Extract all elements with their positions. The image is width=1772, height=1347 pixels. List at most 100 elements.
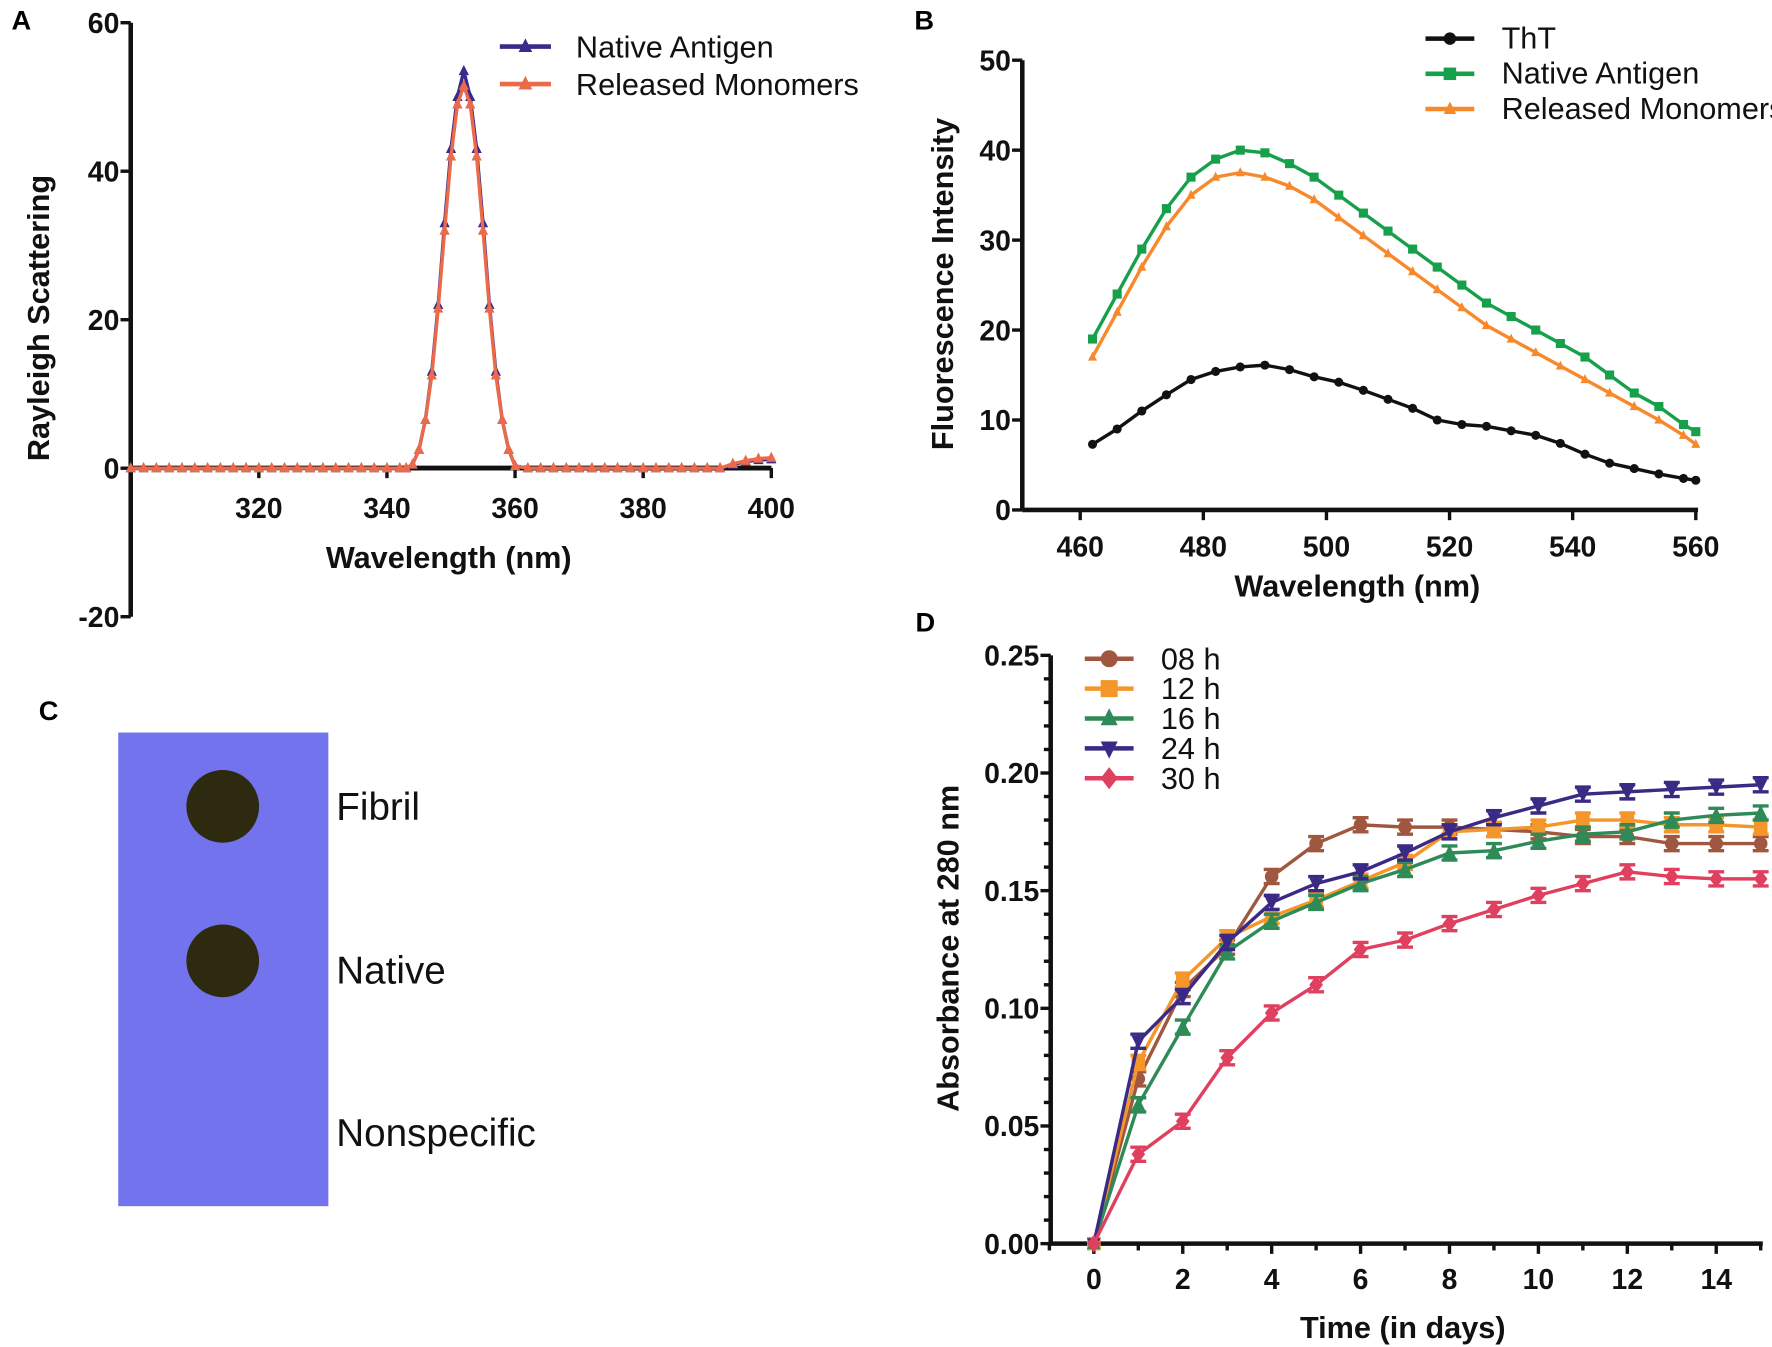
data-point <box>1175 1112 1190 1131</box>
data-point <box>1131 1035 1146 1050</box>
panel-label-a: A <box>11 5 31 36</box>
data-point <box>1408 403 1418 413</box>
data-point <box>1531 820 1546 834</box>
data-point <box>1753 836 1768 851</box>
data-point <box>1398 847 1412 862</box>
data-point <box>1334 377 1344 387</box>
data-point <box>1432 284 1442 294</box>
x-tick-label: 320 <box>235 493 282 525</box>
data-point <box>1137 244 1147 254</box>
y-tick-label: 60 <box>88 8 120 40</box>
data-point <box>1112 424 1122 434</box>
data-point <box>1175 1018 1190 1033</box>
data-point <box>1334 190 1344 200</box>
data-point <box>1481 298 1492 308</box>
data-point <box>1753 820 1768 834</box>
series-16-h <box>1087 804 1769 1250</box>
legend-marker <box>1100 680 1118 698</box>
data-point <box>1605 458 1615 468</box>
data-point <box>1235 167 1245 177</box>
data-point <box>394 462 405 473</box>
data-point <box>599 462 610 473</box>
data-point <box>1161 390 1171 400</box>
x-tick-label: 2 <box>1175 1264 1191 1296</box>
data-point <box>1629 401 1639 411</box>
x-axis-label: Wavelength (nm) <box>1234 569 1480 603</box>
data-point <box>1580 449 1590 459</box>
data-point <box>1678 429 1689 439</box>
data-point <box>125 462 136 473</box>
data-point <box>1629 388 1639 398</box>
data-point <box>1211 366 1221 376</box>
data-point <box>1664 836 1679 851</box>
data-point <box>1432 415 1442 425</box>
data-point <box>1664 811 1679 826</box>
data-point <box>189 462 200 473</box>
x-tick-label: 380 <box>620 493 667 525</box>
series-line <box>1092 870 1761 1245</box>
data-point <box>753 452 764 463</box>
data-point <box>1161 221 1171 231</box>
data-point <box>1383 226 1393 236</box>
legend-marker <box>1100 767 1118 790</box>
data-point <box>1353 940 1368 959</box>
x-axis-label: Wavelength (nm) <box>326 541 572 575</box>
x-tick-label: 14 <box>1700 1264 1732 1296</box>
data-point <box>1481 320 1492 330</box>
legend-marker <box>1100 708 1118 726</box>
y-tick-label: 40 <box>88 156 120 188</box>
data-point <box>1629 464 1639 474</box>
data-point <box>304 462 316 473</box>
data-point <box>1620 823 1635 838</box>
data-point <box>1678 473 1689 484</box>
legend-label: 30 h <box>1161 762 1221 796</box>
data-point <box>1353 866 1368 881</box>
data-point <box>727 457 738 468</box>
data-point <box>1353 875 1368 890</box>
data-point <box>561 462 572 473</box>
data-point <box>503 443 514 454</box>
y-axis-label: Absorbance at 280 nm <box>932 785 966 1112</box>
data-point <box>1442 914 1457 933</box>
data-point <box>1576 788 1590 803</box>
x-tick-label: 0 <box>1086 1264 1102 1296</box>
data-point <box>484 302 495 313</box>
data-point <box>497 413 508 425</box>
data-point <box>1264 896 1279 911</box>
data-point <box>1654 414 1664 424</box>
data-point <box>1531 325 1541 335</box>
data-point <box>548 462 559 473</box>
series-line <box>130 69 772 470</box>
data-point <box>292 462 303 473</box>
data-point <box>1432 262 1442 272</box>
y-tick-label: 10 <box>979 405 1011 437</box>
data-point <box>1186 374 1196 385</box>
x-tick-label: 4 <box>1264 1264 1280 1296</box>
x-tick-label: 6 <box>1353 1264 1369 1296</box>
data-point <box>1555 338 1565 349</box>
data-point <box>1605 370 1615 380</box>
data-point <box>1358 208 1368 218</box>
series-line <box>130 84 772 470</box>
data-point <box>702 462 713 473</box>
data-point <box>228 462 239 473</box>
data-point <box>1555 360 1565 370</box>
series-line <box>1092 818 1761 1245</box>
data-point <box>535 462 546 473</box>
data-point <box>1235 145 1245 155</box>
y-tick-label: 20 <box>88 305 120 337</box>
y-tick-label: 0.25 <box>984 641 1039 673</box>
data-point <box>1284 180 1295 190</box>
x-tick-label: 460 <box>1057 532 1104 564</box>
data-point <box>413 443 425 454</box>
data-point <box>1531 800 1546 815</box>
y-tick-label: 50 <box>979 45 1011 77</box>
data-point <box>1087 439 1098 449</box>
legend-marker <box>1100 650 1118 668</box>
data-point <box>650 462 662 473</box>
data-point <box>240 462 252 473</box>
blot-spot-native <box>186 924 260 998</box>
data-point <box>1487 812 1501 826</box>
legend-marker <box>1443 101 1457 115</box>
